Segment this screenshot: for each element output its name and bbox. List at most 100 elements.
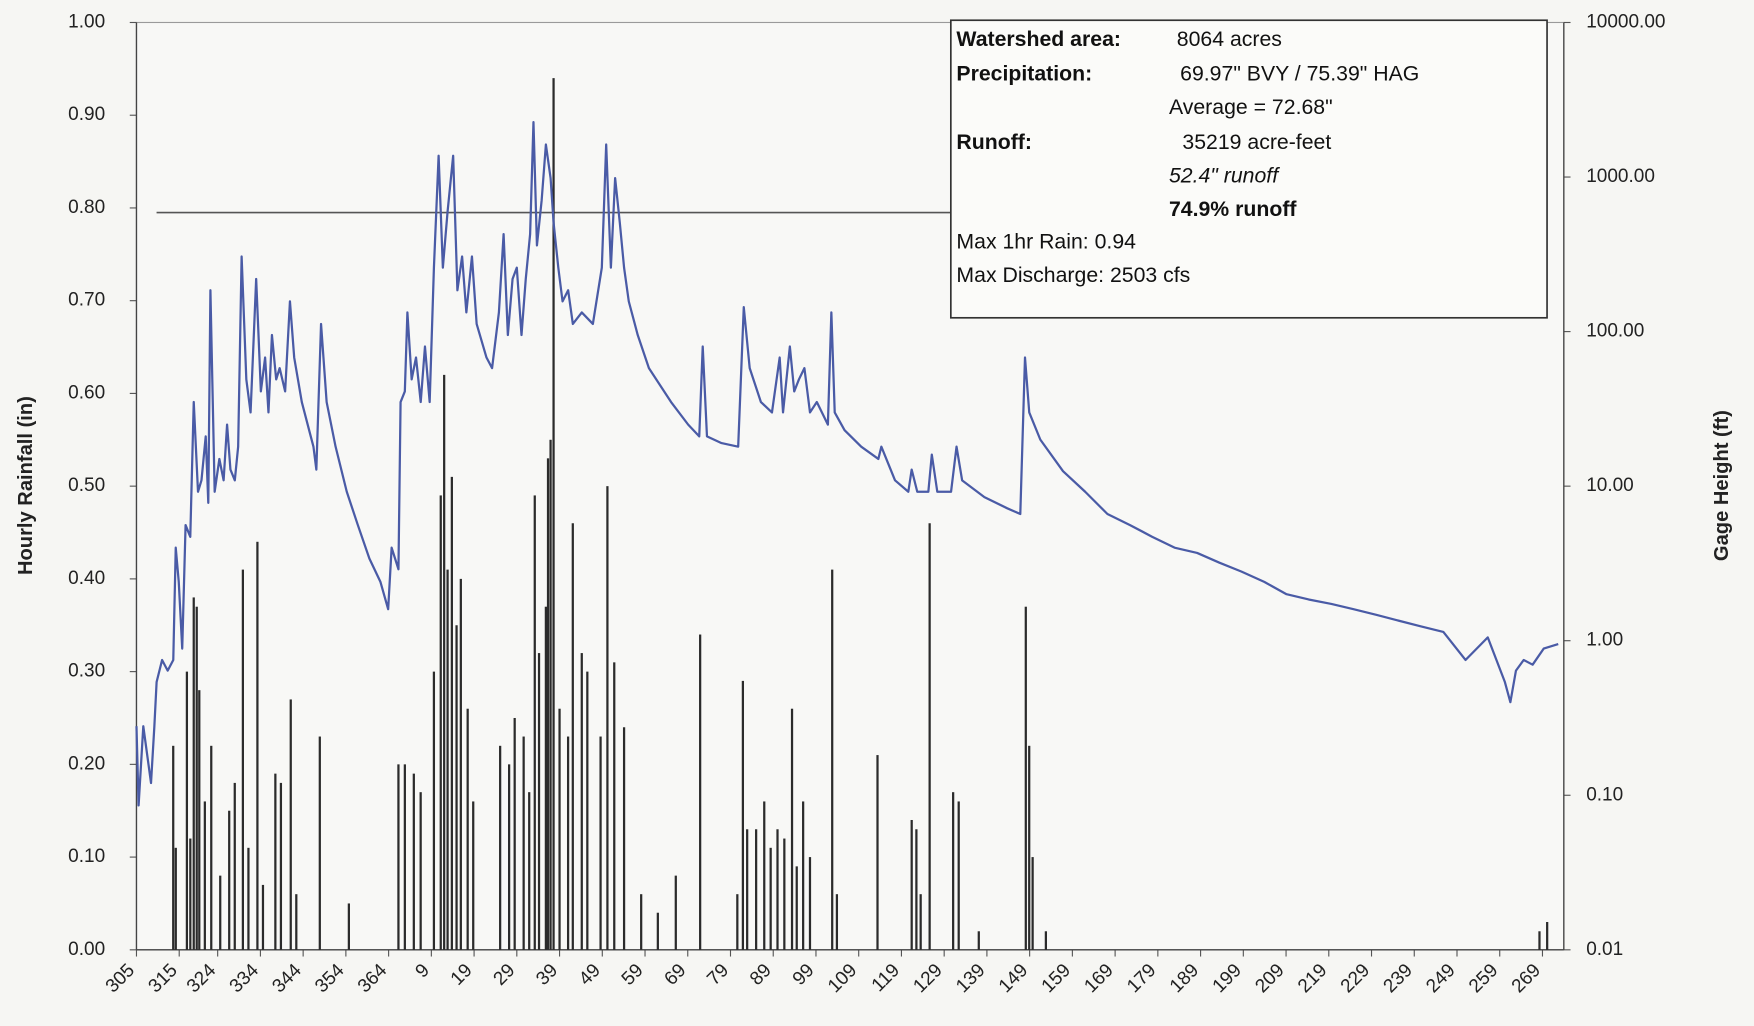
bar [656, 912, 659, 950]
bar [522, 736, 525, 950]
x-tick-label: 19 [447, 960, 477, 990]
bar [674, 875, 677, 950]
x-tick-label: 354 [311, 960, 349, 998]
bar [412, 773, 415, 950]
bar [622, 727, 626, 950]
bar [508, 764, 511, 950]
bar [808, 857, 812, 950]
y-tick-label: 0.60 [68, 382, 105, 403]
bar [459, 578, 462, 950]
y-tick-label: 0.90 [68, 104, 105, 125]
bar [185, 671, 189, 950]
annotation-text: 52.4" runoff [1169, 163, 1280, 187]
y2-axis-title: Gage Height (ft) [1711, 410, 1733, 561]
x-tick-label: 239 [1380, 960, 1417, 997]
bar [241, 569, 245, 950]
y2-tick-label: 1000.00 [1586, 166, 1655, 187]
y-tick-label: 0.20 [68, 753, 105, 774]
x-tick-label: 169 [1080, 960, 1117, 997]
bar [198, 690, 201, 950]
bar [195, 606, 198, 950]
annotation-text: Precipitation: [956, 62, 1092, 86]
x-tick-label: 79 [703, 960, 733, 990]
bar [1028, 745, 1031, 950]
x-tick-label: 149 [995, 960, 1032, 997]
bar [571, 523, 574, 950]
bar [831, 569, 834, 950]
x-tick-label: 109 [824, 960, 861, 997]
bar [977, 931, 980, 950]
bar [174, 847, 177, 950]
bar [790, 708, 794, 950]
bar [558, 708, 561, 950]
bar [466, 708, 469, 950]
bar [203, 801, 206, 950]
bar [432, 671, 436, 950]
bar [537, 653, 541, 950]
bar [228, 810, 231, 950]
annotation-box: Watershed area: 8064 acres Precipitation… [949, 19, 1548, 319]
bar [957, 801, 960, 950]
bar [699, 634, 702, 950]
x-tick-label: 119 [868, 960, 904, 996]
y-tick-label: 0.00 [68, 939, 105, 960]
annotation-frame [949, 19, 1548, 319]
bar [279, 782, 283, 950]
bar [233, 782, 236, 950]
annotation-text: 8064 acres [1177, 27, 1282, 51]
bar [347, 903, 350, 950]
bar [769, 847, 772, 950]
x-tick-label: 209 [1251, 960, 1288, 997]
x-tick-label: 315 [145, 960, 182, 997]
marks: 0.00 0.10 0.20 0.30 0.40 0.50 0.60 0.70 0.80 0.90… [68, 11, 1665, 997]
x-tick-label: 199 [1209, 960, 1246, 997]
bar [746, 829, 749, 950]
bar [613, 662, 616, 950]
bar [919, 894, 922, 950]
x-tick-label: 344 [268, 960, 306, 998]
y-tick-label: 0.80 [68, 197, 105, 218]
bar [599, 736, 602, 950]
x-tick-label: 99 [789, 960, 819, 990]
x-tick-label: 29 [490, 960, 520, 990]
bar [439, 495, 442, 950]
bar [910, 819, 913, 950]
annotation-text: Runoff: [956, 130, 1032, 154]
annotation-text: 35219 acre-feet [1182, 130, 1331, 154]
bar [552, 78, 555, 950]
bar [533, 495, 536, 950]
bar [640, 894, 643, 950]
bar [295, 894, 298, 950]
bar [256, 541, 259, 950]
bar [544, 606, 547, 950]
x-tick-label: 189 [1166, 960, 1203, 997]
bar [274, 773, 277, 950]
x-tick-label: 305 [102, 960, 139, 997]
annotation-text: Watershed area: [956, 27, 1121, 51]
x-tick-label: 39 [532, 960, 562, 990]
bar [566, 736, 570, 950]
y2-tick-label: 100.00 [1586, 321, 1644, 342]
bar [419, 792, 422, 950]
annotation-text: Average = 72.68" [1169, 95, 1333, 119]
bar [741, 680, 745, 950]
y-tick-label: 0.40 [68, 568, 105, 589]
bar [172, 745, 175, 950]
x-tick-label: 219 [1294, 960, 1331, 997]
bar [403, 764, 406, 950]
bar [499, 745, 502, 950]
x-tick-label: 179 [1123, 960, 1160, 997]
x-tick-label: 159 [1038, 960, 1075, 997]
y-tick-label: 0.50 [68, 475, 105, 496]
bar [586, 671, 589, 950]
bar [528, 792, 531, 950]
bar [580, 653, 583, 950]
y-tick-label: 1.00 [68, 11, 105, 32]
y2-tick-label: 0.10 [1586, 784, 1623, 805]
annotation-text: 69.97" BVY / 75.39" HAG [1180, 62, 1419, 86]
bar [776, 829, 779, 950]
bar [472, 801, 475, 950]
annotation-text: Max 1hr Rain: 0.94 [956, 229, 1136, 253]
